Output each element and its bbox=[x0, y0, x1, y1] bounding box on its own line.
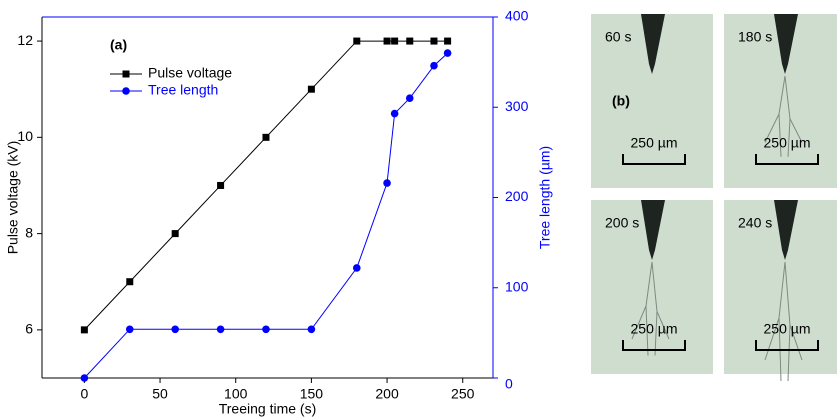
needle bbox=[641, 14, 665, 74]
marker bbox=[406, 37, 414, 45]
tree bbox=[631, 261, 670, 356]
marker bbox=[391, 37, 399, 45]
annotation: (a) bbox=[110, 37, 127, 53]
marker bbox=[216, 325, 225, 334]
marker bbox=[430, 37, 438, 45]
series-line bbox=[84, 52, 448, 379]
marker bbox=[307, 325, 316, 334]
photo-time: 240 s bbox=[738, 215, 772, 231]
marker bbox=[262, 133, 270, 141]
photo-time: 60 s bbox=[605, 29, 631, 45]
y-tick-label: 10 bbox=[17, 128, 33, 144]
marker bbox=[307, 85, 315, 93]
x-tick-label: 150 bbox=[300, 386, 324, 402]
x-tick-label: 200 bbox=[375, 386, 399, 402]
y2-axis-label: Tree length (µm) bbox=[537, 146, 553, 249]
photo-panel: 240 s 250 µm bbox=[724, 200, 837, 382]
marker bbox=[383, 37, 391, 45]
y-tick-label: 8 bbox=[25, 224, 33, 240]
scale-bar bbox=[622, 340, 686, 351]
scale-bar bbox=[755, 340, 819, 351]
marker bbox=[80, 326, 88, 334]
y2-tick-label: 0 bbox=[505, 376, 513, 392]
marker bbox=[430, 61, 438, 70]
photo-panel: 60 s 250 µm bbox=[591, 14, 713, 188]
needle bbox=[774, 14, 798, 74]
x-tick-label: 250 bbox=[451, 386, 475, 402]
needle bbox=[641, 200, 665, 260]
photo-label: (b) bbox=[612, 93, 630, 109]
x-axis-label: Treeing time (s) bbox=[219, 401, 317, 417]
scale-bar bbox=[622, 154, 686, 165]
photo-time: 200 s bbox=[605, 215, 639, 231]
x-tick-label: 100 bbox=[224, 386, 248, 402]
marker bbox=[217, 181, 225, 189]
photo-panel: 200 s 250 µm bbox=[591, 200, 713, 374]
marker bbox=[125, 325, 134, 334]
scale-label: 250 µm bbox=[631, 135, 678, 151]
tree bbox=[764, 75, 803, 157]
scale-label: 250 µm bbox=[764, 135, 811, 151]
marker bbox=[262, 325, 270, 334]
legend-marker bbox=[122, 87, 130, 95]
series-line bbox=[84, 40, 448, 331]
marker bbox=[390, 109, 399, 118]
needle bbox=[774, 200, 798, 260]
marker bbox=[443, 49, 452, 57]
photo-time: 180 s bbox=[738, 29, 772, 45]
y2-tick-label: 300 bbox=[505, 98, 529, 114]
y2-tick-label: 200 bbox=[505, 188, 529, 204]
x-tick-label: 50 bbox=[152, 386, 168, 402]
y-axis-label: Pulse voltage (kV) bbox=[5, 141, 21, 255]
marker bbox=[80, 374, 89, 382]
y2-tick-label: 100 bbox=[505, 278, 529, 294]
scale-label: 250 µm bbox=[631, 321, 678, 337]
y2-tick-label: 400 bbox=[505, 8, 529, 24]
y-tick-label: 12 bbox=[17, 32, 33, 48]
scale-bar bbox=[755, 154, 819, 165]
marker bbox=[171, 325, 179, 334]
marker bbox=[352, 264, 361, 272]
legend-marker bbox=[122, 70, 130, 78]
tree bbox=[764, 261, 803, 382]
marker bbox=[171, 230, 179, 238]
scale-label: 250 µm bbox=[764, 321, 811, 337]
y-tick-label: 6 bbox=[25, 321, 33, 337]
marker bbox=[405, 94, 414, 103]
photo-panel: 180 s 250 µm bbox=[724, 14, 837, 188]
x-tick-label: 0 bbox=[80, 386, 88, 402]
legend-label: Tree length bbox=[148, 82, 218, 98]
marker bbox=[353, 37, 361, 45]
legend-label: Pulse voltage bbox=[148, 65, 232, 81]
marker bbox=[126, 278, 134, 286]
marker bbox=[444, 37, 452, 45]
marker bbox=[383, 179, 391, 187]
